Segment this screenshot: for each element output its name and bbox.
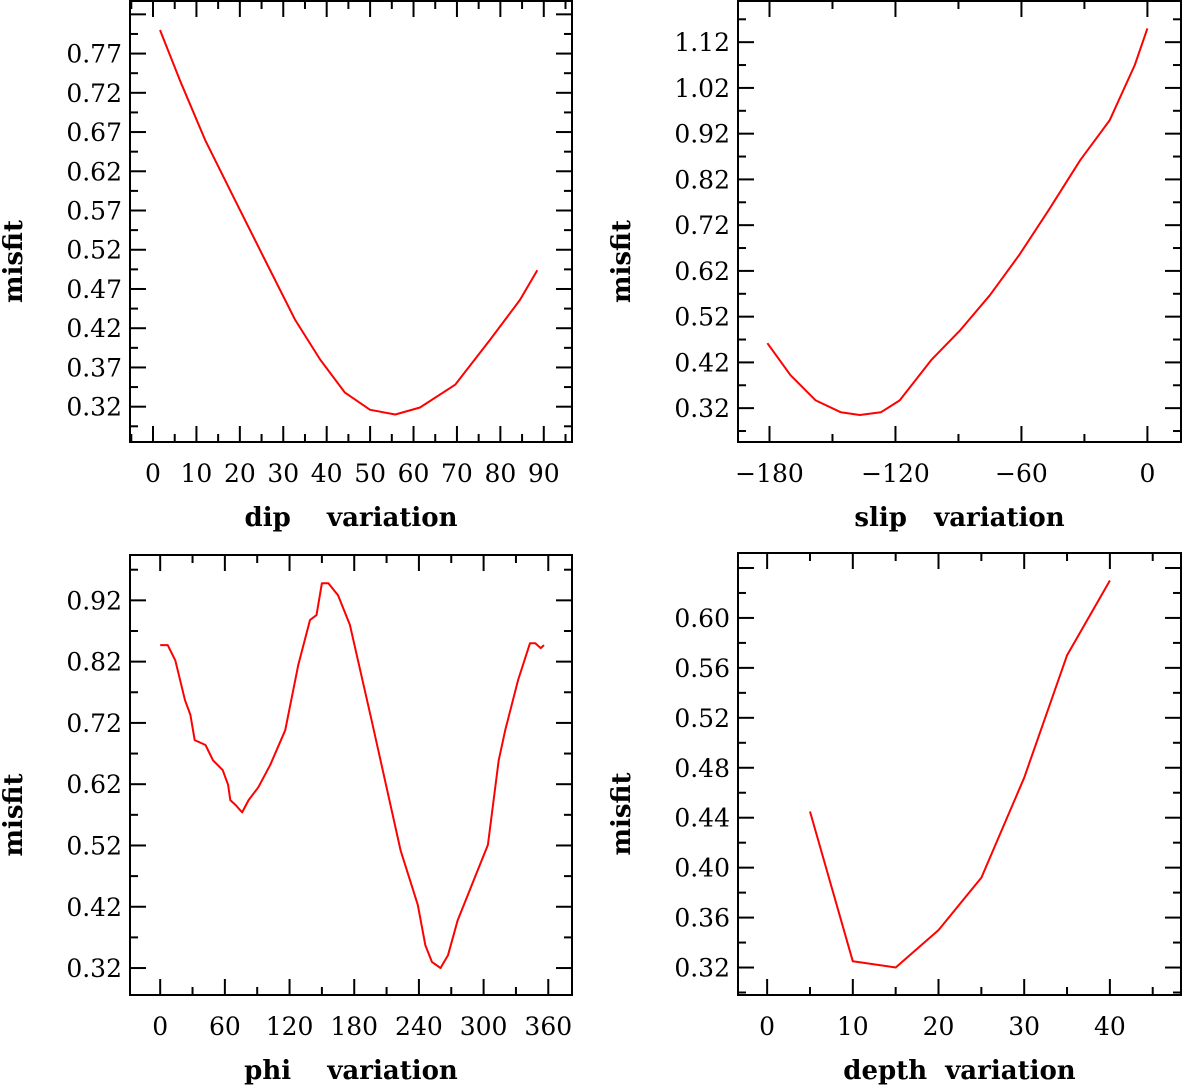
y-tick-label: 0.32 [674,394,730,423]
slip-panel: −180 −120 −60 0 0.32 0.42 0.52 0.62 0.72 0.82 0.92… [607,0,1182,533]
x-tick-label: 60 [398,459,430,488]
y-tick-label: 0.62 [66,157,122,186]
dip-panel: 0 10 20 30 40 50 60 70 80 90 0.32 0.37 0.42 0.47 0.52 0… [0,0,573,533]
y-tick-label: 0.42 [66,893,122,922]
y-tick-label: 0.77 [66,40,122,69]
y-tick-label: 0.62 [674,257,730,286]
plot-frame [129,554,573,996]
y-tick-label: 0.56 [674,654,730,683]
x-axis-label: depth variation [843,1056,1076,1086]
x-tick-label: 40 [1094,1012,1126,1041]
y-tick-label: 0.52 [674,704,730,733]
x-tick-label: −180 [735,459,804,488]
y-axis-label: misfit [0,220,29,303]
y-tick-label: 0.67 [66,118,122,147]
y-tick-label: 0.52 [66,831,122,860]
x-tick-label: 0 [1139,459,1155,488]
y-tick-label: 0.37 [66,353,122,382]
x-tick-label: 60 [209,1012,241,1041]
y-tick-label: 0.32 [674,954,730,983]
y-axis-label: misfit [607,220,637,303]
x-tick-label: 120 [266,1012,314,1041]
y-tick-label: 0.52 [66,236,122,265]
y-tick-label: 0.60 [674,604,730,633]
x-tick-label: 0 [152,1012,168,1041]
y-tick-label: 0.48 [674,754,730,783]
y-tick-label: 0.42 [674,348,730,377]
depth-panel: 0 10 20 30 40 0.32 0.36 0.40 0.44 0.48 0.52 0.56 0.6… [607,552,1182,1086]
x-axis-label: phi variation [244,1056,458,1086]
y-tick-label: 1.12 [674,28,730,57]
y-tick-label: 0.62 [66,770,122,799]
y-tick-label: 0.42 [66,314,122,343]
y-tick-label: 0.72 [66,709,122,738]
y-axis-label: misfit [0,774,29,857]
plot-frame [737,0,1182,443]
y-tick-label: 0.44 [674,804,730,833]
y-tick-label: 0.52 [674,303,730,332]
x-tick-label: 50 [354,459,386,488]
x-tick-label: 180 [330,1012,378,1041]
plot-frame [129,0,573,443]
x-tick-label: 10 [837,1012,869,1041]
x-tick-label: 80 [484,459,516,488]
y-tick-label: 0.82 [66,648,122,677]
x-tick-label: 240 [395,1012,443,1041]
depth-misfit-line [809,580,1111,969]
y-axis-label: misfit [607,773,637,856]
y-tick-label: 0.32 [66,954,122,983]
y-tick-label: 0.82 [674,165,730,194]
x-tick-label: 90 [528,459,560,488]
x-tick-label: 300 [460,1012,508,1041]
phi-misfit-line [160,582,545,969]
phi-panel: 0 60 120 180 240 300 360 0.32 0.42 0.52 0.62 0.72 0.… [0,554,573,1086]
x-tick-label: 360 [524,1012,572,1041]
y-tick-label: 0.72 [66,79,122,108]
x-tick-label: −60 [995,459,1048,488]
x-tick-label: 30 [267,459,299,488]
y-tick-label: 0.36 [674,904,730,933]
y-tick-label: 0.57 [66,197,122,226]
y-tick-label: 0.72 [674,211,730,240]
x-tick-label: 0 [145,459,161,488]
x-axis-label: dip variation [245,503,458,533]
y-tick-label: 0.92 [674,120,730,149]
x-tick-label: 20 [923,1012,955,1041]
x-tick-label: 10 [181,459,213,488]
y-tick-label: 0.32 [66,393,122,422]
slip-misfit-line [766,28,1149,416]
plot-frame [737,552,1182,996]
dip-misfit-line [159,29,539,416]
y-tick-label: 0.92 [66,586,122,615]
x-tick-label: 20 [224,459,256,488]
x-tick-label: 0 [759,1012,775,1041]
y-tick-label: 1.02 [674,74,730,103]
x-tick-label: 40 [311,459,343,488]
x-axis-label: slip variation [854,503,1064,533]
x-tick-label: −120 [861,459,930,488]
y-tick-label: 0.40 [674,854,730,883]
x-tick-label: 30 [1008,1012,1040,1041]
y-tick-label: 0.47 [66,275,122,304]
x-tick-label: 70 [441,459,473,488]
